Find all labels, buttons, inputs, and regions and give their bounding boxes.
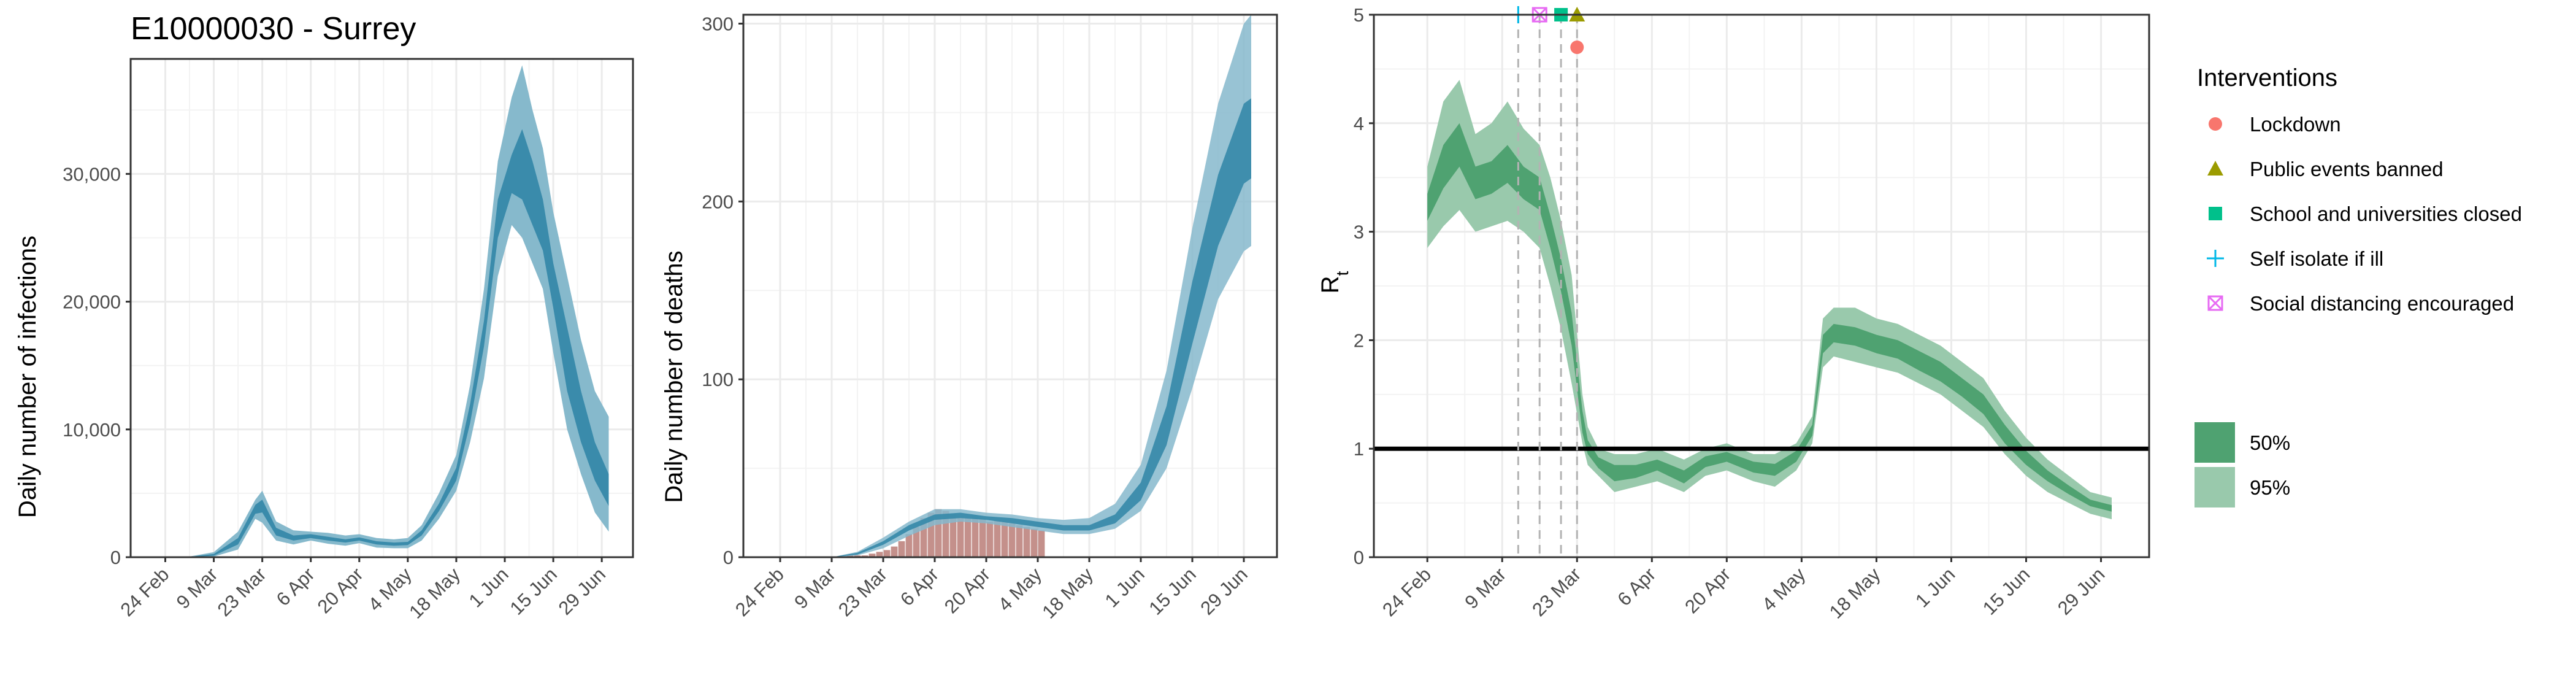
x-tick-label: 18 May bbox=[1825, 563, 1885, 623]
observed-deaths-bar bbox=[868, 554, 876, 557]
y-tick-label: 0 bbox=[110, 547, 121, 568]
x-tick-label: 24 Feb bbox=[116, 563, 173, 620]
y-tick-label: 10,000 bbox=[63, 419, 121, 441]
legend-item-label: Public events banned bbox=[2250, 158, 2444, 180]
deaths-y-axis-title: Daily number of deaths bbox=[661, 250, 688, 503]
observed-deaths-bar bbox=[891, 546, 898, 557]
panel-border bbox=[1373, 14, 2150, 558]
observed-deaths-bar bbox=[905, 534, 913, 557]
legend-title: Interventions bbox=[2197, 64, 2337, 91]
legend-interval-swatch bbox=[2195, 467, 2235, 507]
y-tick-label: 2 bbox=[1354, 330, 1364, 351]
legend-item-label: Social distancing encouraged bbox=[2250, 292, 2514, 315]
legend-key-plus bbox=[2207, 250, 2224, 267]
legend-key-triangle bbox=[2207, 161, 2223, 176]
x-tick-label: 23 Mar bbox=[1528, 563, 1585, 620]
legend-interval-label: 95% bbox=[2250, 476, 2290, 499]
x-tick-label: 23 Mar bbox=[213, 563, 270, 620]
observed-deaths-bar bbox=[913, 527, 920, 557]
observed-deaths-bar bbox=[927, 512, 935, 557]
legend-interval-label: 50% bbox=[2250, 431, 2290, 454]
y-tick-label: 1 bbox=[1354, 438, 1364, 460]
y-tick-label: 0 bbox=[723, 547, 734, 568]
panel-border bbox=[742, 14, 1278, 558]
panel-border bbox=[129, 58, 634, 558]
x-tick-label: 24 Feb bbox=[731, 563, 788, 620]
observed-deaths-bar bbox=[935, 509, 942, 557]
y-tick-label: 100 bbox=[702, 369, 734, 390]
legend-key-box-x bbox=[2207, 295, 2223, 311]
observed-deaths-bar bbox=[964, 518, 972, 557]
x-tick-label: 15 Jun bbox=[505, 563, 561, 619]
observed-deaths-bar bbox=[1023, 527, 1030, 557]
observed-deaths-bar bbox=[949, 514, 957, 557]
band-95 bbox=[165, 65, 609, 557]
legend-key-circle bbox=[2209, 117, 2222, 131]
x-tick-label: 6 Apr bbox=[896, 563, 943, 610]
y-tick-label: 30,000 bbox=[63, 163, 121, 185]
x-tick-label: 20 Apr bbox=[1681, 563, 1735, 617]
x-tick-label: 20 Apr bbox=[313, 563, 367, 617]
x-tick-label: 29 Jun bbox=[554, 563, 610, 619]
y-tick-label: 4 bbox=[1354, 113, 1364, 134]
x-tick-label: 18 May bbox=[1038, 563, 1097, 623]
observed-deaths-bar bbox=[1001, 522, 1008, 557]
legend-item-label: Self isolate if ill bbox=[2250, 247, 2383, 270]
x-tick-label: 1 Jun bbox=[1101, 563, 1149, 611]
observed-deaths-bar bbox=[957, 516, 964, 557]
x-tick-label: 23 Mar bbox=[834, 563, 891, 620]
observed-deaths-bar bbox=[994, 520, 1001, 557]
observed-deaths-bar bbox=[876, 552, 883, 557]
observed-deaths-bar bbox=[986, 522, 994, 557]
plot-title: E10000030 - Surrey bbox=[131, 11, 416, 47]
observed-deaths-bar bbox=[942, 511, 949, 557]
observed-deaths-bar bbox=[1038, 530, 1045, 557]
x-tick-label: 4 May bbox=[1758, 563, 1810, 615]
infections-y-axis-title: Daily number of infections bbox=[14, 236, 41, 518]
rt-panel: 0 1 2 3 4 5 24 Feb 9 Mar 23 Mar 6 Apr 20 Apr 4 May 1… bbox=[1354, 4, 2150, 623]
x-tick-label: 15 Jun bbox=[1144, 563, 1200, 619]
x-tick-label: 6 Apr bbox=[272, 563, 319, 610]
observed-deaths-bar bbox=[920, 518, 927, 557]
legend-item-label: Lockdown bbox=[2250, 113, 2341, 136]
observed-deaths-bar bbox=[1016, 525, 1023, 557]
legend-key-square bbox=[2209, 207, 2222, 220]
y-tick-label: 3 bbox=[1354, 222, 1364, 243]
observed-deaths-bar bbox=[898, 541, 905, 557]
band-50 bbox=[165, 129, 609, 557]
x-tick-label: 29 Jun bbox=[2053, 563, 2109, 619]
observed-deaths-bar bbox=[972, 516, 979, 557]
x-tick-label: 18 May bbox=[405, 563, 464, 623]
x-tick-label: 1 Jun bbox=[1911, 563, 1959, 611]
legend-item-label: School and universities closed bbox=[2250, 203, 2522, 225]
x-tick-label: 9 Mar bbox=[790, 563, 840, 613]
intervention-marker-circle bbox=[1570, 41, 1584, 55]
rt-y-axis-title: Rt bbox=[1317, 271, 1352, 293]
y-tick-label: 200 bbox=[702, 191, 734, 212]
x-tick-label: 29 Jun bbox=[1196, 563, 1252, 619]
observed-deaths-bar bbox=[979, 518, 986, 557]
x-tick-label: 9 Mar bbox=[1460, 563, 1510, 613]
x-tick-label: 15 Jun bbox=[1979, 563, 2034, 619]
y-tick-label: 20,000 bbox=[63, 291, 121, 313]
legend: Interventions Lockdown Public events banne… bbox=[2195, 64, 2522, 507]
observed-deaths-bar bbox=[883, 550, 891, 557]
y-tick-label: 0 bbox=[1354, 547, 1364, 568]
legend-interval-swatch bbox=[2195, 422, 2235, 463]
y-tick-label: 5 bbox=[1354, 4, 1364, 26]
x-tick-label: 20 Apr bbox=[940, 563, 994, 617]
y-tick-label: 300 bbox=[702, 13, 734, 34]
x-tick-label: 6 Apr bbox=[1613, 563, 1660, 610]
observed-deaths-bar bbox=[1008, 523, 1016, 557]
observed-deaths-bar bbox=[1030, 528, 1038, 557]
band-50 bbox=[1427, 123, 2112, 512]
x-tick-label: 24 Feb bbox=[1378, 563, 1435, 620]
